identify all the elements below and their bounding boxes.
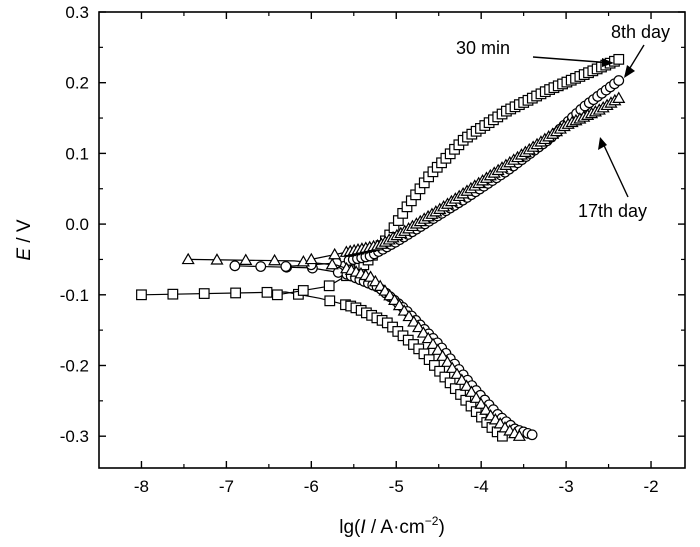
series-square <box>136 53 625 442</box>
data-point <box>412 320 426 333</box>
data-point <box>271 289 283 301</box>
data-point <box>397 304 411 316</box>
data-point <box>431 343 445 355</box>
data-point <box>210 253 224 265</box>
data-point <box>407 315 421 327</box>
y-tick-label: -0.3 <box>60 427 89 446</box>
data-point <box>268 253 282 266</box>
x-tick-label: -4 <box>474 477 489 496</box>
annotation-17th-day: 17th day <box>578 137 647 221</box>
data-point <box>455 373 469 385</box>
data-point <box>323 280 335 292</box>
x-axis-title: lg(I / A·cm−2) <box>339 514 445 538</box>
svg-text:8th day: 8th day <box>611 22 670 42</box>
data-point <box>328 247 342 260</box>
data-point <box>239 253 253 265</box>
data-point <box>460 379 474 391</box>
data-point <box>613 75 625 86</box>
x-tick-label: -3 <box>559 477 574 496</box>
x-tick-label: -6 <box>304 477 319 496</box>
chart-marks <box>136 53 626 442</box>
data-point <box>304 252 318 265</box>
x-tick-label: -2 <box>643 477 658 496</box>
y-tick-label: -0.2 <box>60 356 89 375</box>
svg-text:30 min: 30 min <box>456 38 510 58</box>
data-point <box>416 326 430 338</box>
data-point <box>440 355 454 367</box>
data-point <box>388 293 402 305</box>
svg-text:17th day: 17th day <box>578 201 647 221</box>
data-point <box>167 288 179 300</box>
data-point <box>436 349 450 361</box>
data-point <box>421 331 435 344</box>
data-point <box>469 391 483 403</box>
y-tick-label: 0.1 <box>65 144 89 163</box>
data-point <box>181 252 195 265</box>
data-point <box>136 289 147 301</box>
plot-frame <box>98 11 686 469</box>
x-tick-label: -7 <box>219 477 234 496</box>
data-point <box>402 309 416 322</box>
data-point <box>230 287 242 299</box>
data-point <box>526 429 538 441</box>
data-point <box>426 337 440 349</box>
series-triangle <box>181 91 626 441</box>
series-line <box>285 80 620 268</box>
y-tick-label: 0.3 <box>65 3 89 22</box>
y-tick-label: 0.0 <box>65 215 89 234</box>
data-point <box>479 403 493 415</box>
y-tick-label: 0.2 <box>65 74 89 93</box>
series-line <box>277 58 620 296</box>
data-point <box>280 261 292 272</box>
data-point <box>612 91 626 103</box>
x-tick-label: -8 <box>134 477 149 496</box>
data-point <box>450 367 464 379</box>
data-point <box>324 295 336 307</box>
data-point <box>445 361 459 373</box>
data-point <box>474 397 488 409</box>
data-point <box>261 286 273 298</box>
data-point <box>512 429 526 441</box>
annotation-8th-day: 8th day <box>611 22 670 78</box>
data-point <box>613 53 625 65</box>
data-point <box>255 261 267 272</box>
y-tick-label: -0.1 <box>60 286 89 305</box>
x-tick-label: -5 <box>389 477 404 496</box>
chart-axes: -8 -7 -6 -5 -4 -3 -2 -0.3 -0.2 -0.1 0.0 0.1 0.2 0.3 <box>60 3 685 496</box>
y-axis-title: E / V <box>14 219 35 261</box>
data-point <box>464 385 478 397</box>
data-point <box>325 257 339 270</box>
annotation-30min: 30 min <box>456 38 614 67</box>
data-point <box>392 298 406 311</box>
data-point <box>198 288 210 299</box>
data-point <box>297 285 309 296</box>
data-point <box>229 260 241 272</box>
